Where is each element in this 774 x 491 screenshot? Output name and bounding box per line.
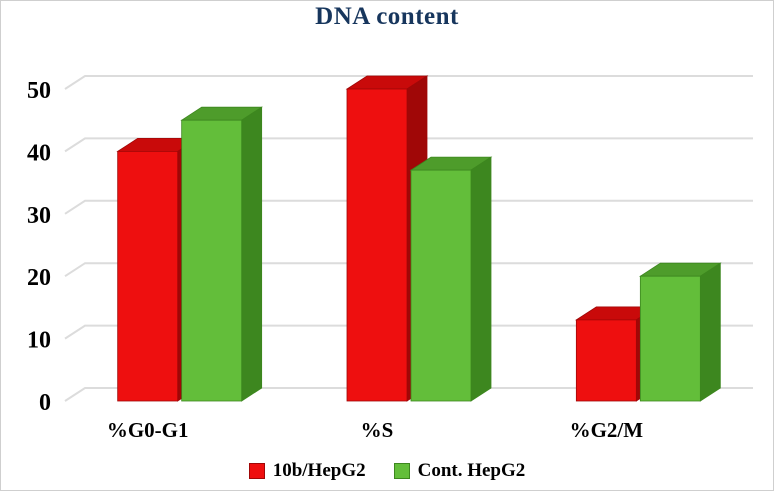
bar-side-face <box>470 156 492 402</box>
y-axis-tick-label: 50 <box>27 78 51 104</box>
legend: 10b/HepG2 Cont. HepG2 <box>1 460 773 482</box>
y-axis-tick-label: 0 <box>39 390 51 416</box>
bar <box>117 150 179 402</box>
y-axis-tick-label: 40 <box>27 140 51 166</box>
gridline <box>64 75 753 90</box>
gridline <box>64 387 753 402</box>
x-axis-category-label: %G2/M <box>570 418 644 442</box>
chart-title: DNA content <box>315 3 459 30</box>
legend-label: 10b/HepG2 <box>272 460 366 481</box>
x-axis-category-label: %S <box>361 418 394 442</box>
legend-item: 10b/HepG2 <box>248 460 366 482</box>
x-axis-category-label: %G0-G1 <box>107 418 189 442</box>
gridline <box>64 262 753 278</box>
legend-item: Cont. HepG2 <box>393 460 526 482</box>
bar <box>346 88 408 402</box>
bar-side-face <box>699 262 721 402</box>
bar-side-face <box>241 106 263 402</box>
legend-label: Cont. HepG2 <box>417 460 526 481</box>
gridline <box>64 324 753 340</box>
gridline <box>64 199 753 215</box>
bar <box>410 169 472 402</box>
bar <box>575 319 637 402</box>
gridline <box>64 137 753 153</box>
bar <box>639 275 701 402</box>
bar <box>181 119 243 402</box>
y-axis-tick-label: 20 <box>27 265 51 291</box>
legend-swatch <box>393 463 410 479</box>
chart-canvas: 0 10 20 30 40 50 %G0-G1 %S %G2/M <box>27 75 753 442</box>
legend-swatch <box>248 463 265 479</box>
y-axis-tick-label: 30 <box>27 203 51 229</box>
y-axis-tick-label: 10 <box>27 328 51 354</box>
